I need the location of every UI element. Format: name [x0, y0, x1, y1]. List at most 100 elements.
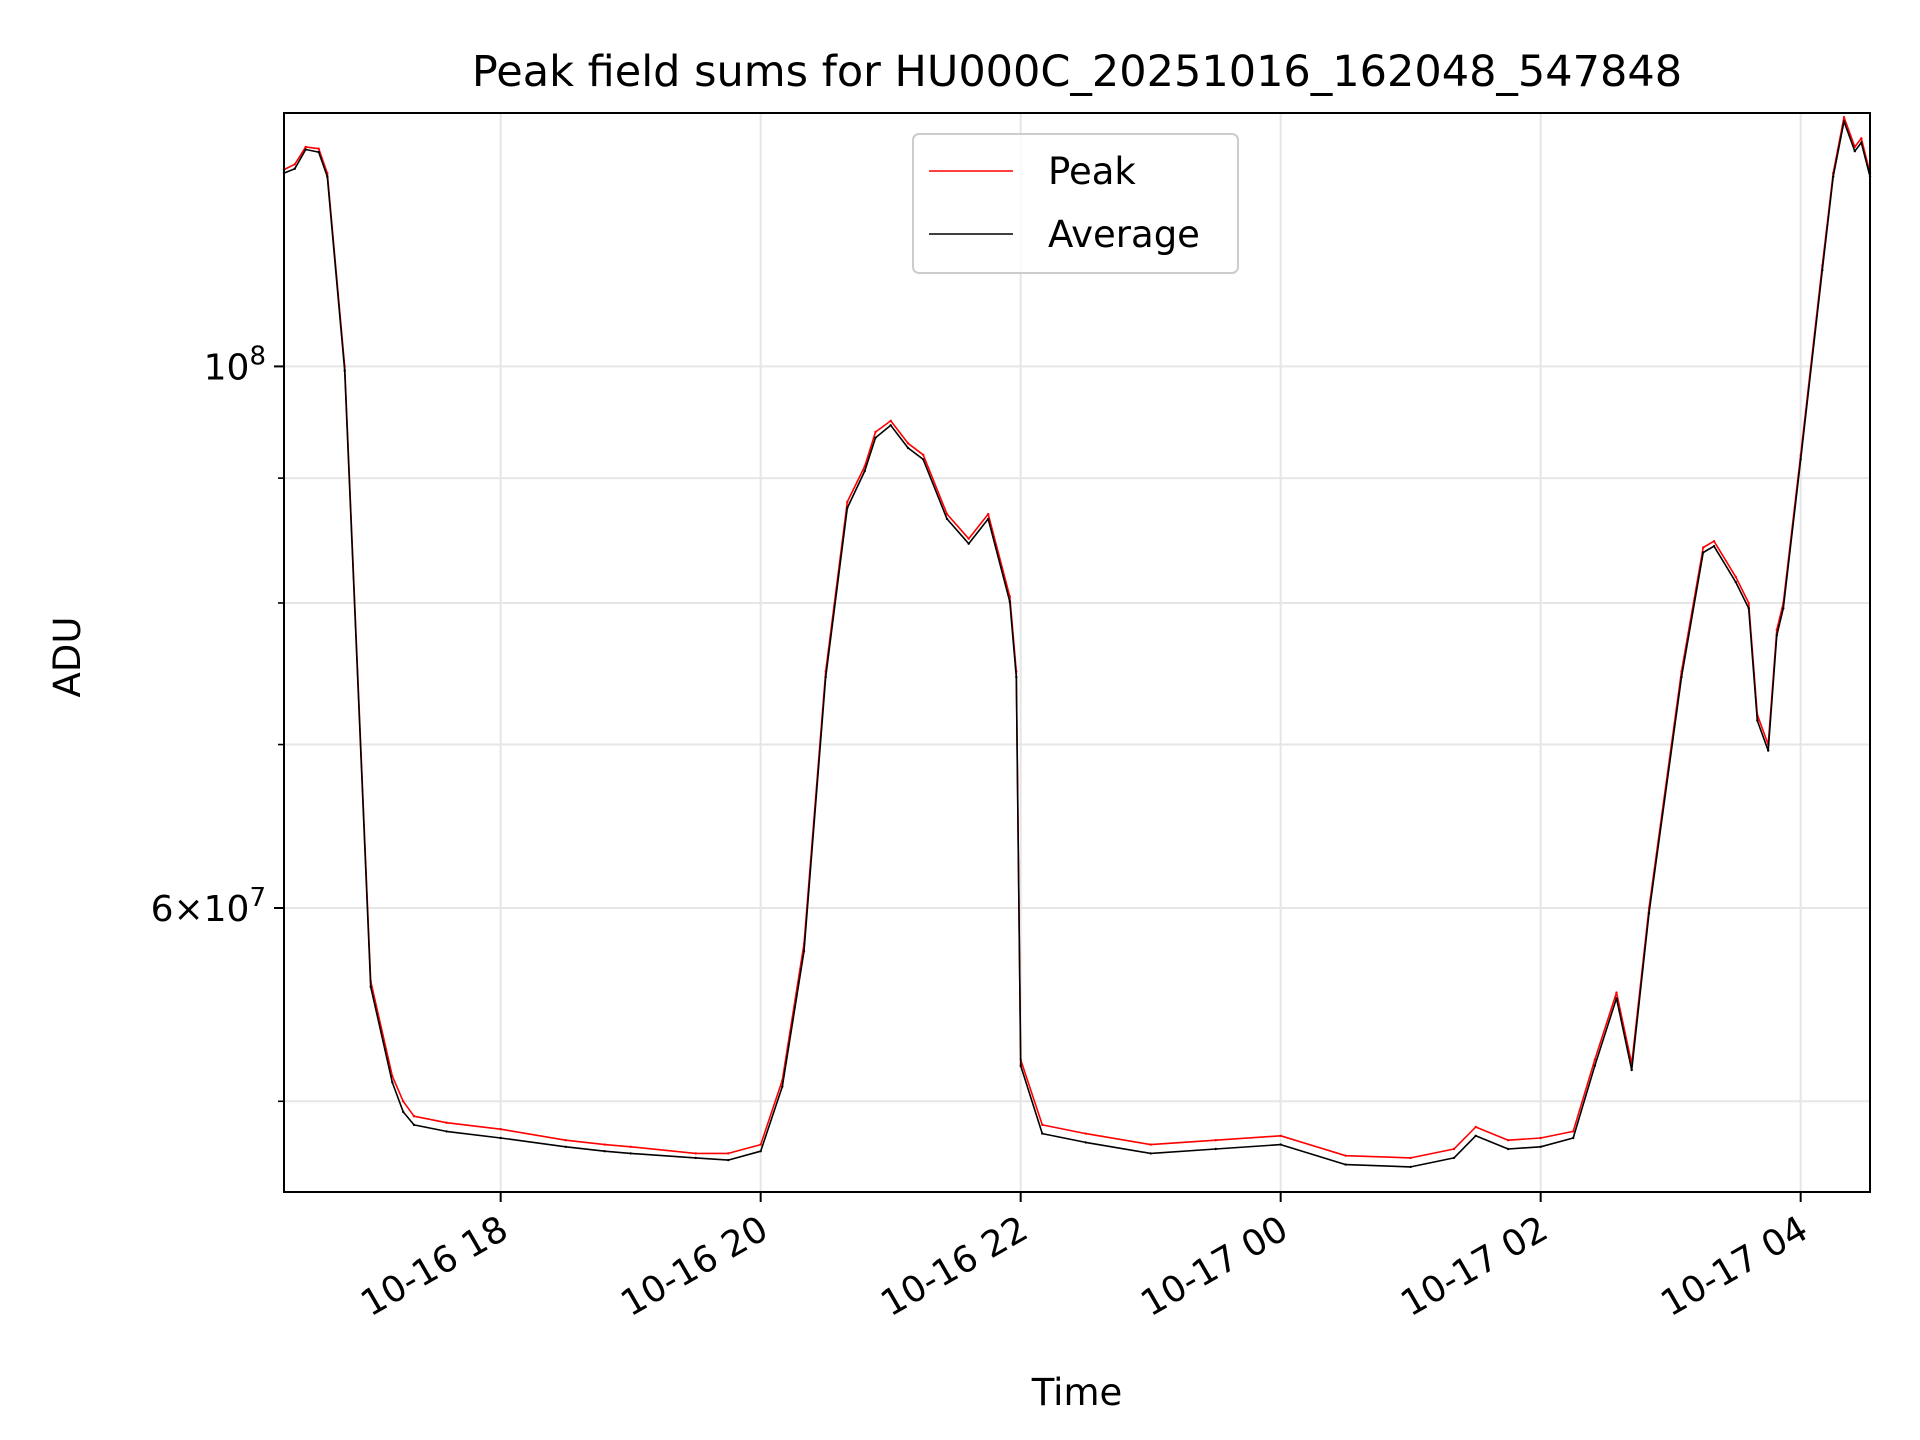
data-point-average — [1775, 634, 1779, 637]
data-point-average — [1214, 1147, 1217, 1151]
data-point-peak — [694, 1152, 697, 1155]
data-point-average — [874, 436, 877, 439]
y-axis-label: ADU — [46, 617, 89, 698]
data-point-average — [802, 950, 806, 953]
data-point-peak — [889, 419, 892, 422]
x-axis-label: Time — [1031, 1371, 1123, 1414]
data-point-peak — [499, 1128, 502, 1131]
data-point-average — [564, 1145, 567, 1149]
data-point-average — [1041, 1132, 1044, 1135]
data-point-peak — [293, 163, 296, 166]
data-point-peak — [603, 1143, 606, 1146]
data-point-average — [1647, 912, 1651, 915]
data-point-average — [1853, 150, 1857, 153]
data-point-average — [781, 1085, 784, 1088]
data-point-peak — [1712, 540, 1716, 543]
data-point-average — [1734, 580, 1737, 584]
data-point-peak — [629, 1145, 632, 1149]
y-tick-label: 6×107 — [151, 883, 266, 930]
data-point-peak — [945, 512, 949, 516]
legend-label-average: Average — [1048, 213, 1200, 256]
data-point-average — [1507, 1147, 1510, 1151]
data-point-peak — [1041, 1123, 1044, 1127]
data-point-average — [1747, 607, 1750, 610]
data-point-average — [1539, 1145, 1542, 1149]
data-point-peak — [727, 1152, 730, 1155]
data-point-peak — [1615, 991, 1618, 994]
data-point-average — [1452, 1156, 1456, 1160]
data-point-peak — [1452, 1147, 1456, 1151]
data-point-average — [603, 1150, 606, 1153]
data-point-average — [1474, 1134, 1477, 1138]
y-tick-base: 10 — [204, 347, 250, 388]
data-point-peak — [1507, 1139, 1510, 1142]
grid — [284, 113, 1870, 1192]
data-point-average — [343, 369, 346, 372]
data-point-peak — [922, 453, 925, 456]
data-point-average — [967, 542, 970, 545]
y-tick-base: 10 — [204, 889, 250, 930]
data-point-peak — [1842, 116, 1846, 119]
data-point-average — [445, 1130, 448, 1133]
data-point-average — [629, 1152, 632, 1155]
data-point-peak — [1860, 137, 1863, 140]
data-point-peak — [874, 430, 877, 434]
series-group — [282, 116, 1872, 1169]
data-point-average — [1680, 675, 1683, 679]
data-point-average — [1615, 997, 1618, 1000]
series-average — [282, 120, 1872, 1169]
legend: Peak Average — [912, 133, 1239, 274]
data-point-average — [1279, 1143, 1282, 1146]
data-point-average — [293, 167, 296, 170]
data-point-peak — [967, 537, 970, 540]
data-point-average — [906, 446, 910, 450]
y-tick-exponent: 7 — [249, 883, 266, 913]
data-point-average — [1702, 551, 1705, 554]
data-point-average — [412, 1123, 416, 1127]
data-point-peak — [1572, 1130, 1575, 1133]
plot-frame — [283, 112, 1871, 1193]
data-point-peak — [1474, 1125, 1477, 1129]
data-point-peak — [759, 1143, 762, 1146]
data-point-peak — [846, 500, 849, 504]
y-tick-times: × — [173, 889, 203, 930]
data-point-peak — [564, 1139, 567, 1142]
data-point-peak — [1214, 1139, 1217, 1142]
data-point-peak — [1344, 1154, 1347, 1157]
data-point-peak — [1747, 601, 1750, 605]
data-point-average — [922, 458, 925, 461]
data-point-average — [369, 985, 372, 988]
data-point-average — [1821, 269, 1824, 272]
plot-area — [284, 113, 1870, 1192]
legend-box — [912, 133, 1239, 274]
data-point-average — [889, 424, 892, 427]
data-point-average — [1084, 1141, 1087, 1144]
data-point-average — [987, 517, 990, 521]
data-point-peak — [1734, 575, 1737, 578]
data-point-average — [1799, 458, 1802, 461]
data-point-peak — [906, 442, 910, 445]
data-point-average — [1767, 749, 1770, 752]
data-point-average — [1409, 1165, 1412, 1169]
data-point-peak — [1409, 1156, 1412, 1160]
y-tick-exponent: 8 — [249, 341, 266, 371]
data-point-average — [1572, 1136, 1575, 1140]
data-point-average — [824, 675, 827, 679]
data-point-average — [1019, 1064, 1022, 1068]
data-point-peak — [317, 147, 320, 150]
data-point-average — [1782, 607, 1785, 610]
data-point-average — [1149, 1152, 1152, 1155]
legend-label-peak: Peak — [1048, 150, 1136, 193]
data-point-average — [1593, 1064, 1597, 1068]
data-point-peak — [1593, 1058, 1597, 1061]
data-point-average — [1008, 600, 1011, 603]
y-tick-label: 108 — [204, 341, 266, 388]
data-point-average — [1832, 175, 1835, 178]
data-point-peak — [987, 512, 990, 516]
data-point-average — [1756, 719, 1759, 722]
data-point-average — [1712, 545, 1716, 548]
data-point-peak — [445, 1121, 448, 1124]
data-point-average — [391, 1081, 394, 1084]
data-point-average — [1842, 120, 1846, 123]
data-point-average — [727, 1158, 730, 1162]
